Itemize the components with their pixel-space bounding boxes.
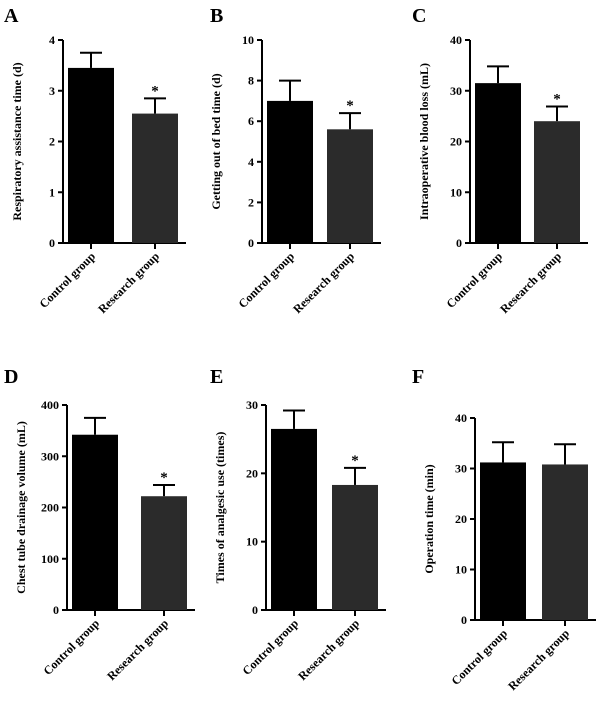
- y-tick-label: 100: [41, 552, 59, 566]
- bar: [475, 83, 521, 243]
- y-tick-label: 2: [248, 195, 254, 209]
- panel-letter: E: [210, 366, 223, 388]
- bar: [542, 464, 588, 620]
- y-axis-label: Operation time (min): [422, 464, 436, 573]
- significance-mark: *: [160, 470, 168, 486]
- panel-f: F 0 10 20 30 40 Operation time (min) Control gr…: [412, 366, 596, 693]
- x-category-label: Research group: [497, 249, 564, 316]
- y-tick-label: 20: [455, 512, 467, 526]
- bar: [68, 67, 114, 243]
- y-axis-label: Chest tube drainage volume (mL): [14, 421, 28, 594]
- x-category-label: Research group: [505, 626, 572, 693]
- y-tick-label: 10: [450, 185, 462, 199]
- significance-mark: *: [346, 98, 354, 114]
- panel-letter: B: [210, 5, 223, 27]
- panel-c: C 0 10 20 30 40 Intraoperative blood loss (mL)…: [412, 5, 588, 316]
- significance-mark: *: [351, 453, 359, 469]
- x-category-label: Control group: [235, 249, 297, 311]
- y-tick-label: 6: [248, 114, 254, 128]
- bar: [480, 462, 526, 620]
- x-category-label: Control group: [448, 626, 510, 688]
- y-axis-label: Respiratory assistance time (d): [10, 62, 24, 220]
- bar: [72, 434, 118, 610]
- x-category-label: Control group: [443, 249, 505, 311]
- y-tick-label: 30: [450, 84, 462, 98]
- y-tick-label: 0: [461, 613, 467, 627]
- y-tick-label: 10: [242, 33, 254, 47]
- x-category-label: Research group: [295, 616, 362, 683]
- y-tick-label: 0: [53, 603, 59, 617]
- panel-letter: C: [412, 5, 426, 27]
- y-tick-label: 4: [248, 155, 254, 169]
- y-tick-label: 300: [41, 449, 59, 463]
- panel-letter: F: [412, 366, 424, 388]
- y-tick-label: 8: [248, 74, 254, 88]
- x-category-label: Control group: [239, 616, 301, 678]
- bar: [534, 121, 580, 243]
- y-tick-label: 0: [49, 236, 55, 250]
- significance-mark: *: [553, 91, 561, 107]
- significance-mark: *: [151, 83, 159, 99]
- panel-e: E 0 10 20 30 Times of analgesic use (times) Co…: [210, 366, 386, 683]
- bar: [132, 113, 178, 244]
- y-axis-label: Times of analgesic use (times): [213, 432, 227, 584]
- y-tick-label: 40: [450, 33, 462, 47]
- bar: [141, 496, 187, 610]
- bar: [267, 100, 313, 244]
- bar: [327, 129, 373, 243]
- y-tick-label: 30: [455, 462, 467, 476]
- panel-d: D 0 100 200 300 400 Chest tube drainage volume…: [4, 366, 195, 683]
- y-tick-label: 20: [246, 466, 258, 480]
- panel-b: B 0 2 4 6 8 10 Getting out of bed time (d) Contr…: [209, 5, 381, 316]
- y-tick-label: 2: [49, 135, 55, 149]
- y-tick-label: 400: [41, 398, 59, 412]
- panel-letter: D: [4, 366, 18, 388]
- bar: [332, 484, 378, 610]
- y-axis-label: Getting out of bed time (d): [209, 73, 223, 209]
- bar: [271, 428, 317, 610]
- x-category-label: Research group: [290, 249, 357, 316]
- y-tick-label: 10: [246, 535, 258, 549]
- x-category-label: Research group: [104, 616, 171, 683]
- y-tick-label: 10: [455, 563, 467, 577]
- y-tick-label: 0: [248, 236, 254, 250]
- y-tick-label: 4: [49, 33, 55, 47]
- panel-letter: A: [4, 5, 19, 27]
- y-tick-label: 200: [41, 501, 59, 515]
- y-tick-label: 40: [455, 411, 467, 425]
- y-tick-label: 0: [456, 236, 462, 250]
- y-tick-label: 30: [246, 398, 258, 412]
- panel-a: A 0 1 2 3 4 Respiratory assistance time (d) Con…: [4, 5, 186, 316]
- y-tick-label: 20: [450, 135, 462, 149]
- x-category-label: Control group: [36, 249, 98, 311]
- x-category-label: Control group: [40, 616, 102, 678]
- y-tick-label: 1: [49, 185, 55, 199]
- y-axis-label: Intraoperative blood loss (mL): [417, 63, 431, 220]
- y-tick-label: 0: [252, 603, 258, 617]
- x-category-label: Research group: [95, 249, 162, 316]
- y-tick-label: 3: [49, 84, 55, 98]
